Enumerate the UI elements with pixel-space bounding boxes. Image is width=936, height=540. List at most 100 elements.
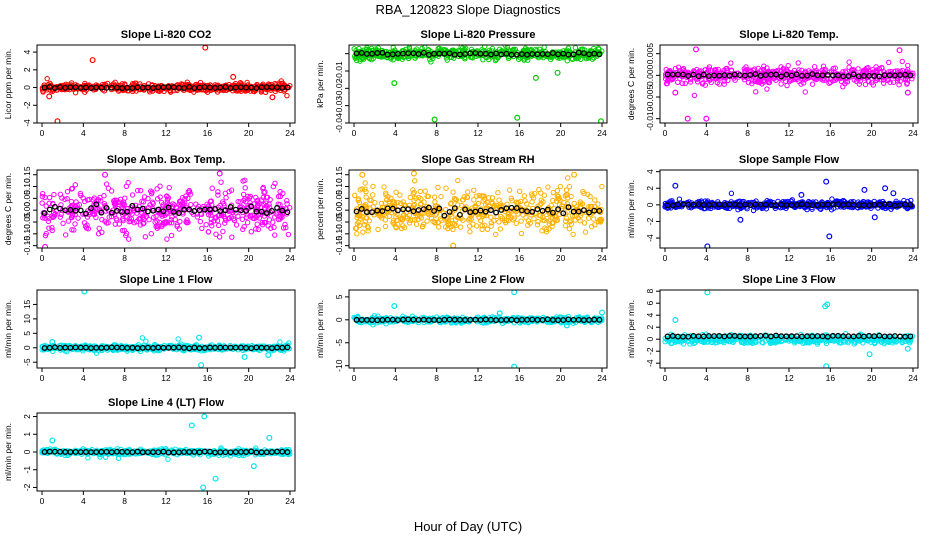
mean-point <box>462 206 469 213</box>
data-point <box>216 234 223 240</box>
data-point <box>394 217 400 223</box>
mean-point <box>700 71 707 78</box>
data-points <box>662 178 915 248</box>
data-point <box>154 186 160 192</box>
data-point <box>72 182 79 188</box>
mean-point <box>181 85 188 91</box>
outlier-point <box>102 171 109 178</box>
outlier-point <box>598 309 605 316</box>
x-tick-label: 0 <box>352 128 357 138</box>
mean-point <box>747 71 754 78</box>
data-point <box>255 226 262 233</box>
mean-point <box>108 209 115 216</box>
outlier-point <box>823 178 830 185</box>
mean-point <box>369 209 376 216</box>
mean-point <box>549 50 556 57</box>
data-points <box>662 46 916 122</box>
data-point <box>549 223 555 230</box>
data-point <box>897 78 903 84</box>
data-point <box>483 54 489 60</box>
data-point <box>137 215 143 221</box>
mean-point <box>405 206 412 213</box>
data-point <box>284 201 290 207</box>
data-point <box>599 183 605 190</box>
mean-point <box>113 207 120 214</box>
outlier-point <box>871 214 878 221</box>
data-point <box>207 198 214 205</box>
data-point <box>475 51 481 57</box>
panel-title: Slope Line 3 Flow <box>743 274 836 286</box>
y-tick-label: 0 <box>645 202 655 207</box>
data-point <box>482 45 488 50</box>
data-point <box>890 79 897 85</box>
data-point <box>185 189 192 195</box>
outlier-point <box>198 362 205 368</box>
mean-point <box>493 209 500 216</box>
mean-point <box>783 71 790 78</box>
mean-point <box>498 51 505 58</box>
data-point <box>572 45 579 51</box>
data-point <box>412 178 418 184</box>
data-point <box>817 206 823 212</box>
y-tick-label: 0.10 <box>334 178 344 195</box>
mean-point <box>446 208 453 215</box>
mean-point <box>596 51 603 58</box>
data-point <box>415 216 422 222</box>
data-point <box>397 192 403 198</box>
mean-point <box>51 203 58 210</box>
y-axis-label: degrees C per min. <box>3 173 13 245</box>
data-point <box>489 195 496 201</box>
y-tick-label: 0 <box>22 85 32 90</box>
x-tick-label: 4 <box>704 128 709 138</box>
data-point <box>724 65 730 72</box>
data-point <box>905 62 911 69</box>
data-point <box>39 190 46 197</box>
data-point <box>467 229 473 235</box>
data-point <box>373 47 379 53</box>
mean-point <box>472 50 479 56</box>
data-point <box>541 192 548 198</box>
y-tick-label: -0.10 <box>22 224 32 244</box>
data-point <box>121 202 127 209</box>
x-tick-label: 20 <box>556 128 566 138</box>
data-point <box>591 197 598 203</box>
outlier-point <box>563 322 570 329</box>
data-point <box>823 204 830 211</box>
mean-point <box>431 207 438 214</box>
data-point <box>828 207 835 213</box>
mean-point <box>420 49 427 56</box>
data-point <box>399 217 405 223</box>
mean-point <box>51 85 58 91</box>
x-tick-label: 8 <box>745 253 750 263</box>
data-point <box>716 204 722 210</box>
mean-point <box>850 71 857 78</box>
data-point <box>407 217 413 224</box>
data-point <box>149 82 155 88</box>
data-point <box>595 201 601 207</box>
mean-point <box>680 71 687 78</box>
data-point <box>60 220 66 227</box>
mean-point <box>560 210 567 217</box>
data-point <box>475 200 482 207</box>
mean-point <box>150 85 157 91</box>
x-tick-label: 16 <box>203 253 213 263</box>
data-point <box>277 193 284 200</box>
data-point <box>148 231 154 237</box>
data-point <box>524 201 530 207</box>
mean-point <box>487 207 494 214</box>
data-point <box>69 212 76 218</box>
data-point <box>873 77 879 84</box>
data-point <box>480 198 486 204</box>
data-point <box>82 211 88 218</box>
x-tick-label: 12 <box>473 253 483 263</box>
outlier-point <box>450 242 457 248</box>
data-point <box>707 67 714 74</box>
mean-point <box>160 208 167 215</box>
plot-frame <box>36 289 296 369</box>
data-point <box>588 203 595 210</box>
mean-point <box>695 73 702 80</box>
data-point <box>250 215 256 221</box>
outlier-point <box>511 290 518 296</box>
data-point <box>381 184 387 190</box>
